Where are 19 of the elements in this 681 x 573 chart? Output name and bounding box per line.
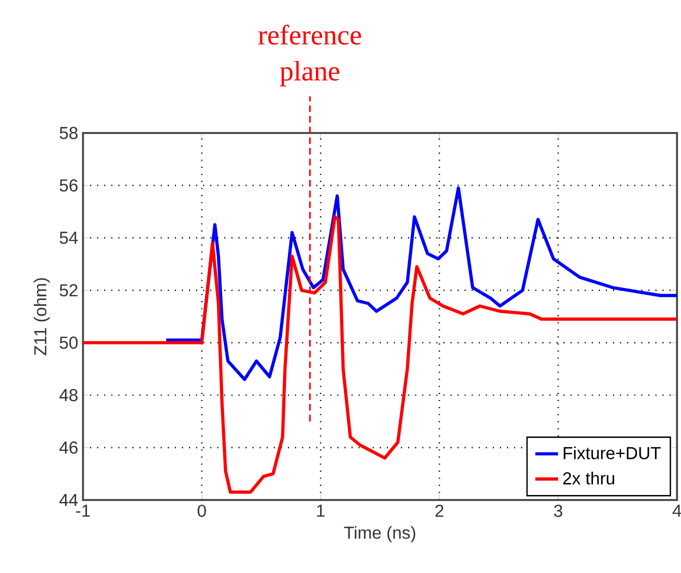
y-tick-label: 58 xyxy=(60,126,78,140)
x-tick-label: 2 xyxy=(435,504,444,517)
legend-label: Fixture+DUT xyxy=(564,446,661,460)
x-tick-label: 4 xyxy=(672,504,681,517)
y-tick-label: 52 xyxy=(60,284,78,296)
legend-label: 2x thru xyxy=(563,472,614,484)
y-tick-label: 48 xyxy=(59,388,78,402)
y-tick-label: 46 xyxy=(59,441,78,454)
y-tick-label: 56 xyxy=(60,179,78,192)
x-tick-label: 1 xyxy=(317,504,325,517)
y-axis-title: Z11 (ohm) xyxy=(34,278,50,356)
x-axis-title: Time (ns) xyxy=(344,526,416,542)
x-tick-label: -1 xyxy=(76,504,90,517)
x-tick-label: 0 xyxy=(198,504,206,517)
y-tick-label: 50 xyxy=(60,336,78,349)
ref-line-label: reference plane xyxy=(258,24,362,86)
y-tick-label: 44 xyxy=(59,494,78,506)
x-tick-label: 3 xyxy=(554,504,562,517)
y-tick-label: 54 xyxy=(60,232,78,244)
